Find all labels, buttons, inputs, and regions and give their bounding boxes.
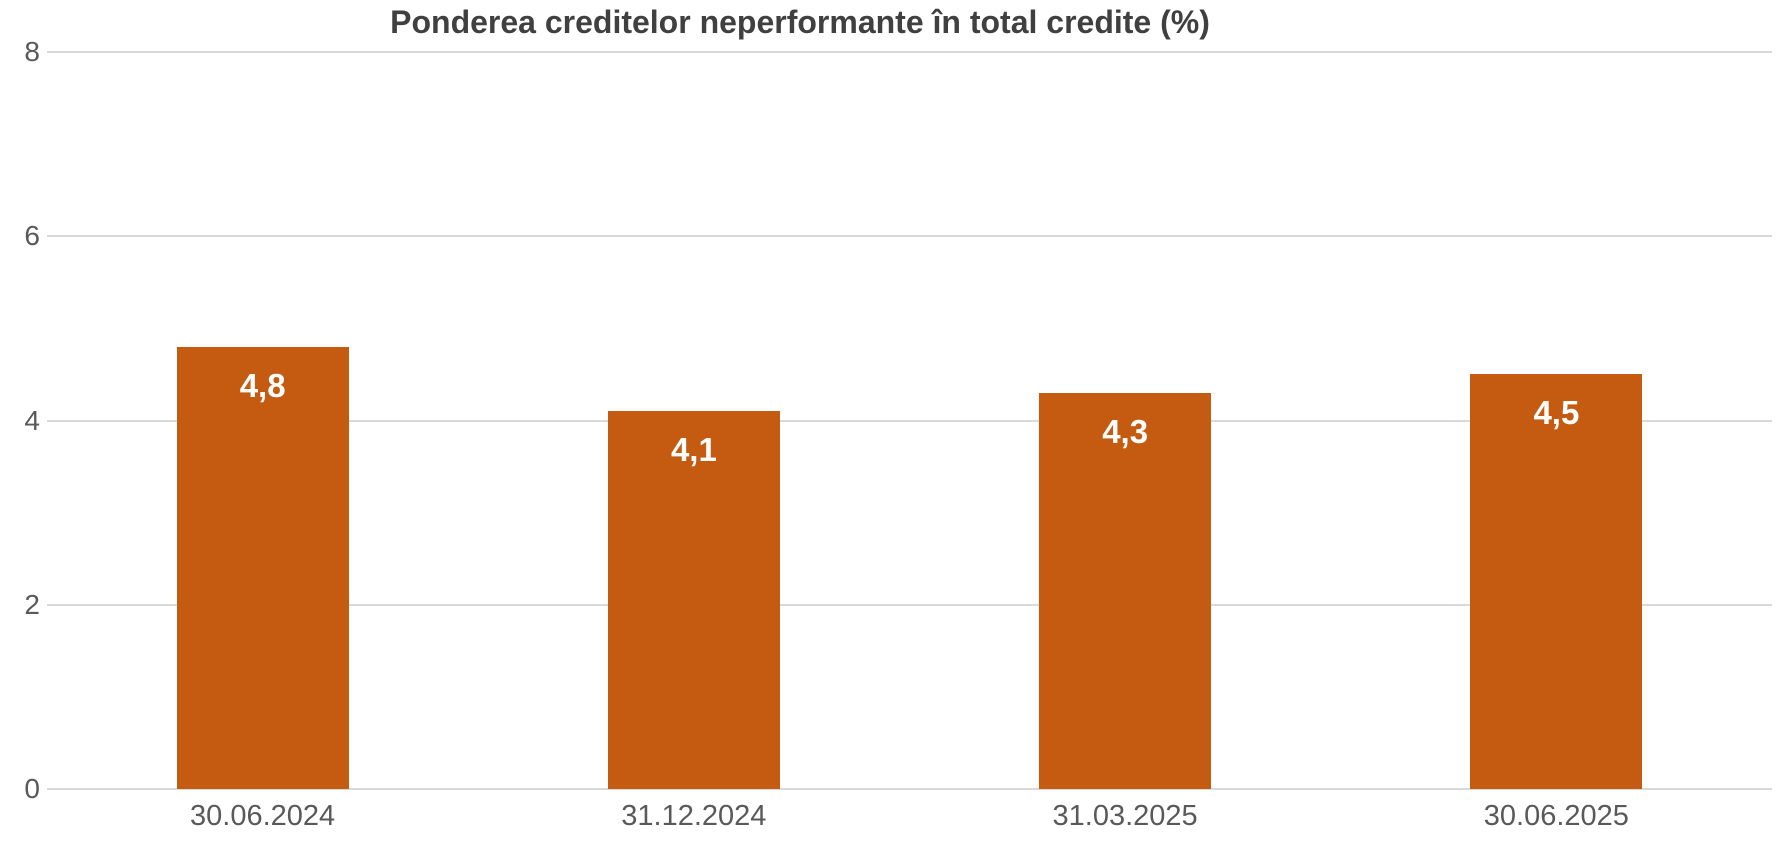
bar-value-label: 4,5 bbox=[1533, 394, 1580, 432]
y-axis-tick-label: 0 bbox=[24, 773, 40, 804]
gridline bbox=[47, 788, 1772, 790]
gridline bbox=[47, 51, 1772, 53]
chart-title: Ponderea creditelor neperformante în tot… bbox=[390, 4, 1210, 40]
gridline bbox=[47, 603, 1772, 606]
y-axis-tick-label: 6 bbox=[24, 220, 40, 252]
plot-area: 4,8 4,1 4,3 4,5 bbox=[47, 51, 1772, 790]
bar-value-label: 4,1 bbox=[670, 431, 717, 469]
bar: 4,3 bbox=[1039, 392, 1212, 789]
x-axis-tick-label: 30.06.2025 bbox=[1483, 800, 1629, 832]
y-axis-tick-label: 4 bbox=[24, 404, 40, 436]
x-axis-tick-label: 30.06.2024 bbox=[190, 800, 336, 832]
bar: 4,1 bbox=[607, 411, 780, 789]
gridline bbox=[47, 235, 1772, 238]
x-axis-tick-label: 31.12.2024 bbox=[621, 800, 767, 832]
bar: 4,8 bbox=[176, 346, 349, 789]
bar-value-label: 4,8 bbox=[239, 366, 286, 404]
y-axis-tick-label: 8 bbox=[24, 36, 40, 67]
y-axis-tick-label: 2 bbox=[24, 588, 40, 620]
x-axis-tick-label: 31.03.2025 bbox=[1052, 800, 1198, 832]
bar: 4,5 bbox=[1470, 374, 1643, 789]
bar-value-label: 4,3 bbox=[1102, 412, 1149, 450]
gridline bbox=[47, 419, 1772, 422]
